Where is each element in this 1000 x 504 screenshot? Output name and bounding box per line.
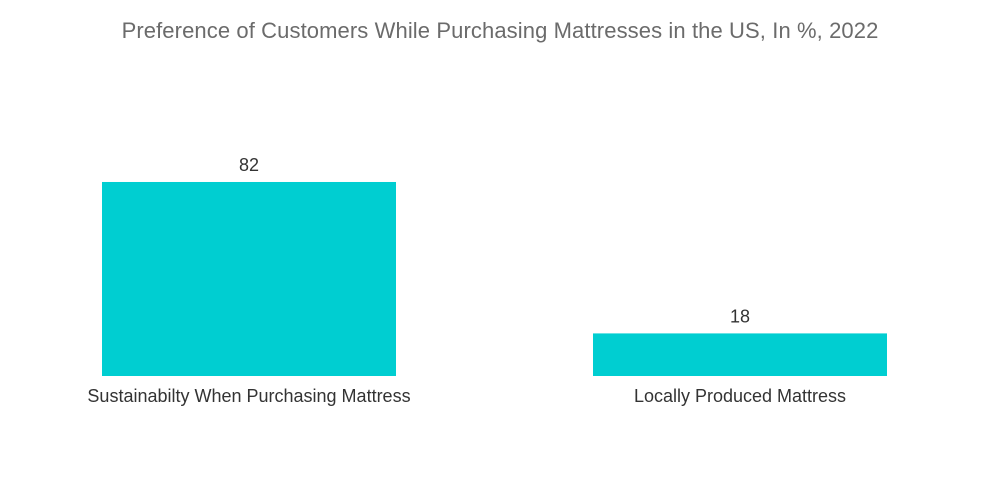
category-label-1: Sustainabilty When Purchasing Mattress — [87, 386, 410, 406]
bars-layer — [102, 181, 887, 376]
bar-2 — [593, 333, 887, 376]
chart-title: Preference of Customers While Purchasing… — [121, 18, 879, 43]
data-label-1: 82 — [239, 155, 259, 175]
bar-1 — [102, 181, 396, 376]
data-label-2: 18 — [730, 306, 750, 326]
category-labels-layer: Sustainabilty When Purchasing Mattress Lo… — [87, 386, 846, 406]
category-label-2: Locally Produced Mattress — [634, 386, 846, 406]
value-labels-layer: 82 18 — [239, 155, 750, 326]
